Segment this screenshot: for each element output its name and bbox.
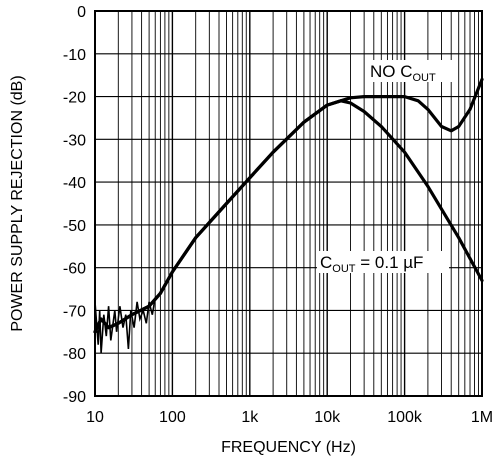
series-labels: NO COUT COUT = 0.1 µF — [317, 60, 457, 275]
x-tick-label: 100 — [159, 409, 186, 426]
label-bg — [317, 251, 449, 273]
y-tick-label: 0 — [77, 4, 86, 21]
y-tick-label: -80 — [63, 346, 86, 363]
y-tick-label: -20 — [63, 90, 86, 107]
x-tick-labels: 10 100 1k 10k 100k 1M — [86, 409, 493, 426]
grid — [94, 10, 482, 397]
label-bg — [367, 60, 457, 82]
y-tick-label: -10 — [63, 47, 86, 64]
y-tick-label: -70 — [63, 303, 86, 320]
x-axis-label: FREQUENCY (Hz) — [221, 439, 356, 456]
x-tick-label: 10k — [314, 409, 341, 426]
y-tick-label: -50 — [63, 218, 86, 235]
series-line-1 — [93, 99, 484, 334]
y-axis-label: POWER SUPPLY REJECTION (dB) — [9, 75, 26, 331]
y-tick-label: -90 — [63, 389, 86, 406]
y-tick-label: -30 — [63, 132, 86, 149]
y-tick-label: -40 — [63, 175, 86, 192]
series-line-0 — [93, 77, 484, 334]
plot-frame — [94, 10, 483, 397]
curves — [93, 77, 484, 354]
series-label-1: COUT = 0.1 µF — [320, 253, 423, 275]
y-tick-label: -60 — [63, 261, 86, 278]
series-label-0: NO COUT — [370, 62, 436, 84]
x-tick-label: 1M — [471, 409, 493, 426]
noise-trace — [94, 297, 156, 354]
x-tick-label: 1k — [241, 409, 259, 426]
x-tick-label: 10 — [86, 409, 104, 426]
x-tick-label: 100k — [387, 409, 423, 426]
y-tick-labels: 0 -10 -20 -30 -40 -50 -60 -70 -80 -90 — [63, 4, 86, 406]
